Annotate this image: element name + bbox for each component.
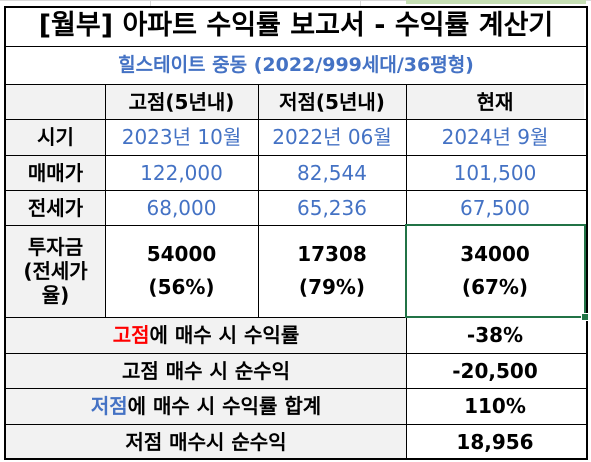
row-label-sale[interactable]: 매매가 [6,155,105,190]
summary-low-return-label[interactable]: 저점 에 매수 시 수익률 합계 [6,388,406,424]
jeonse-low[interactable]: 65,236 [297,195,367,220]
row-label-period[interactable]: 시기 [6,119,105,155]
investment-high-amount: 54000 [146,242,217,266]
investment-low[interactable]: 17308 (79%) [258,225,406,317]
vline-label [105,84,106,317]
investment-label-line1: 투자금 [27,235,84,259]
border-left [4,6,6,460]
header-current[interactable]: 현재 [406,84,584,119]
hline-title [4,46,588,47]
row-label-jeonse[interactable]: 전세가 [6,190,105,225]
investment-high[interactable]: 54000 (56%) [105,225,258,317]
border-bottom [4,458,588,460]
investment-current[interactable]: 34000 (67%) [406,225,584,317]
hline-subtitle [4,84,588,85]
investment-label-line2: (전세가 [23,259,88,283]
header-high[interactable]: 고점(5년내) [105,84,258,119]
summary-low-profit-label[interactable]: 저점 매수시 순수익 [6,424,406,459]
high-accent: 고점 [112,323,150,347]
investment-low-ratio: (79%) [298,275,366,299]
sale-current[interactable]: 101,500 [453,160,537,185]
jeonse-high[interactable]: 68,000 [146,195,217,220]
vline-high [258,84,259,317]
header-low[interactable]: 저점(5년내) [258,84,406,119]
summary-high-return-value[interactable]: -38% [466,323,524,347]
summary-low-return-value[interactable]: 110% [464,394,526,418]
sale-low[interactable]: 82,544 [297,160,367,185]
high-return-rest: 에 매수 시 수익률 [149,323,300,347]
col-gridline-b [360,0,361,6]
top-gridline [0,0,591,1]
header-corner[interactable] [6,84,105,119]
fill-handle[interactable] [581,313,589,321]
apartment-subtitle: 힐스테이트 중동 (2022/999세대/36평형) [118,53,474,76]
low-accent: 저점 [90,394,128,418]
hline-summary2 [4,388,588,389]
investment-high-ratio: (56%) [148,275,215,299]
summary-high-return-label[interactable]: 고점 에 매수 시 수익률 [6,317,406,353]
hline-summary1 [4,353,588,354]
border-top [4,6,588,8]
hline-jeonse [4,225,588,226]
hline-investment [4,317,588,318]
report-title: [월부] 아파트 수익률 보고서 - 수익률 계산기 [38,9,554,41]
jeonse-current[interactable]: 67,500 [460,195,530,220]
sale-high[interactable]: 122,000 [140,160,223,185]
investment-label-line3: 율) [41,283,70,307]
investment-current-amount: 34000 [460,242,530,266]
hline-period [4,155,588,156]
period-high[interactable]: 2023년 10월 [121,125,242,149]
investment-current-ratio: (67%) [461,275,529,299]
summary-high-profit-label[interactable]: 고점 매수 시 순수익 [6,353,406,388]
hline-header [4,119,588,120]
active-cell-selection[interactable] [405,224,586,318]
summary-low-profit-value[interactable]: 18,956 [456,429,534,454]
selected-column-header-strip [406,0,586,4]
period-low[interactable]: 2022년 06월 [272,125,392,149]
hline-sale [4,190,588,191]
summary-high-profit-value[interactable]: -20,500 [452,358,538,383]
low-return-rest: 에 매수 시 수익률 합계 [127,394,322,418]
col-gridline-a [150,0,151,6]
border-right [586,6,588,460]
hline-summary3 [4,424,588,425]
investment-low-amount: 17308 [297,242,367,266]
period-current[interactable]: 2024년 9월 [441,125,549,149]
row-label-investment[interactable]: 투자금 (전세가 율) [6,225,105,317]
